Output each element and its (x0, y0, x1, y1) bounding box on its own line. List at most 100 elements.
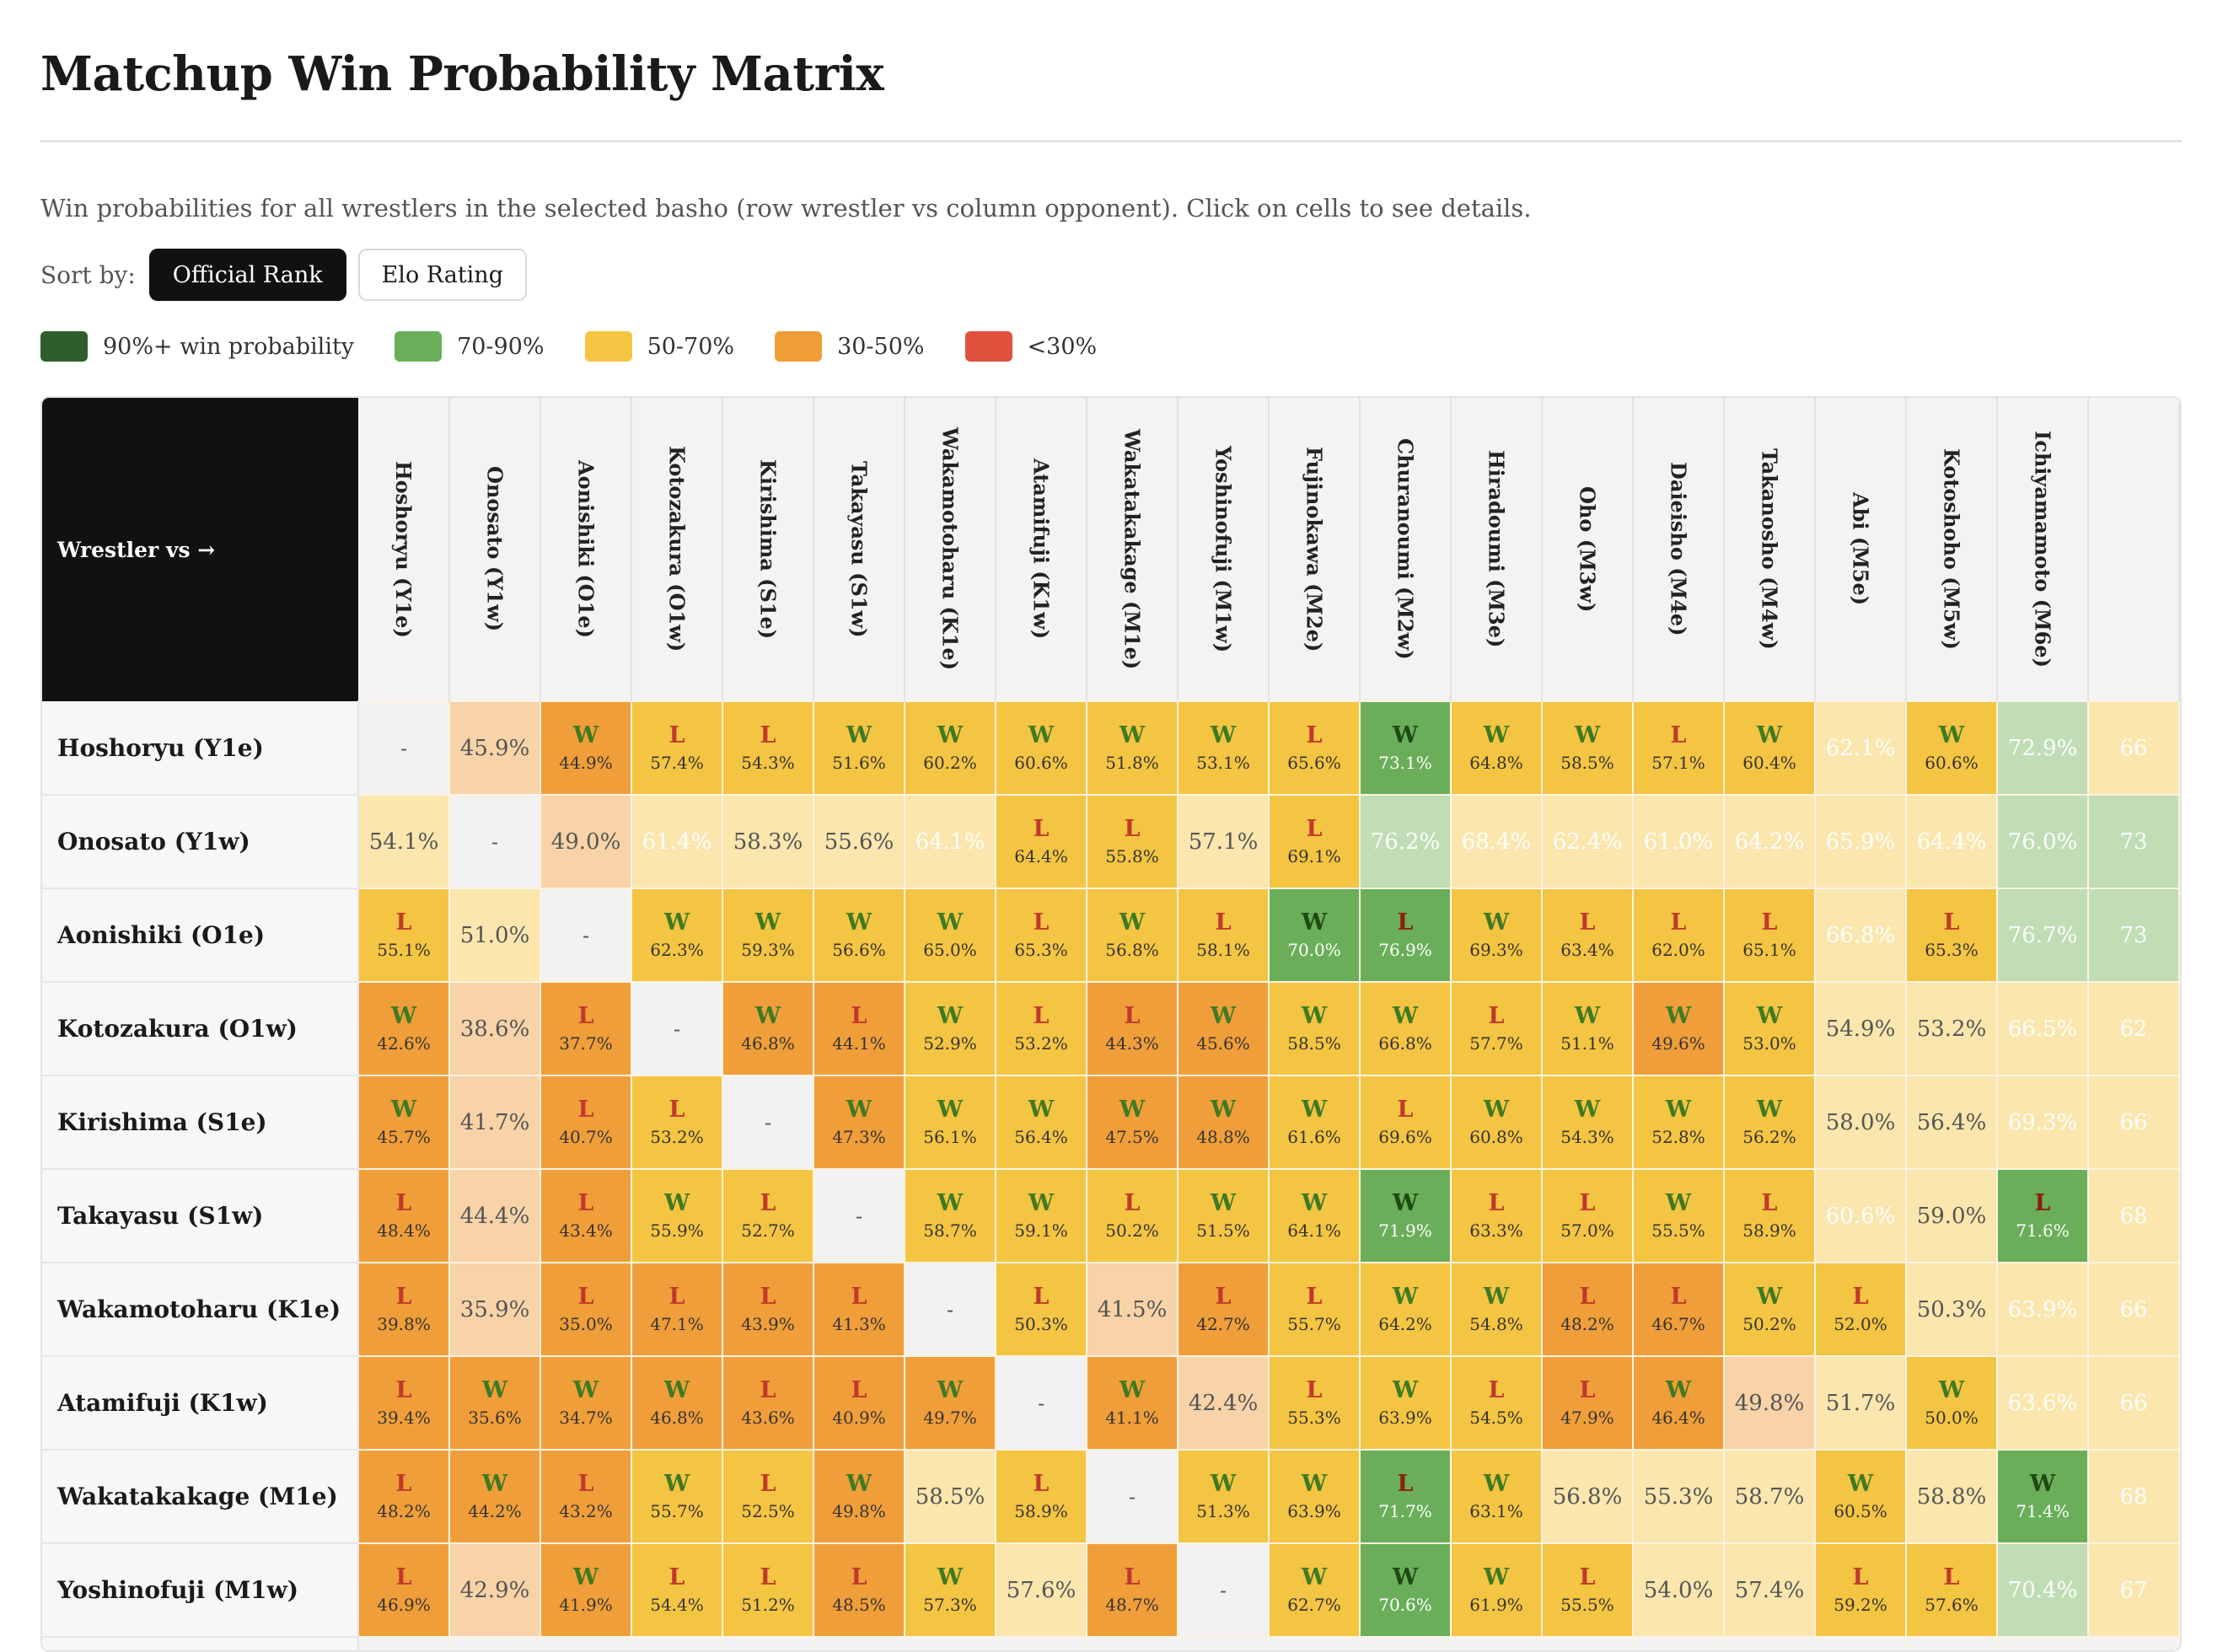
matchup-cell[interactable]: W 60.5% (1814, 1449, 1907, 1544)
matchup-cell[interactable]: L 47.9% (1541, 1355, 1634, 1451)
matchup-cell[interactable]: W 70.0% (1268, 888, 1361, 983)
matchup-cell[interactable]: 51.7% (1814, 1355, 1907, 1451)
matchup-cell[interactable]: L 57.6% (1905, 1542, 1998, 1638)
matchup-cell[interactable]: 68.4% (1450, 794, 1543, 889)
matchup-cell[interactable]: W 62.7% (1268, 1542, 1361, 1638)
matchup-cell[interactable]: L 43.4% (540, 1168, 632, 1263)
matchup-cell[interactable]: W 64.2% (1359, 1262, 1452, 1357)
matchup-cell[interactable]: 57.6% (995, 1542, 1087, 1638)
matchup-cell[interactable]: 68 (2087, 1449, 2180, 1544)
matchup-cell[interactable]: W 64.1% (1268, 1168, 1361, 1263)
matchup-cell[interactable]: W 58.5% (1541, 700, 1634, 796)
matchup-cell[interactable]: L 54.5% (1450, 1355, 1543, 1451)
matchup-cell[interactable]: W 51.8% (1086, 700, 1179, 796)
matchup-cell[interactable]: W 56.1% (904, 1075, 996, 1170)
matchup-cell[interactable]: W 50.0% (1905, 1355, 1998, 1451)
matchup-cell[interactable]: L 40.7% (540, 1075, 632, 1170)
matchup-cell[interactable]: 62.4% (1541, 794, 1634, 889)
matchup-cell[interactable]: L 46.7% (1632, 1262, 1725, 1357)
matchup-cell[interactable]: W 49.8% (813, 1449, 905, 1544)
matchup-cell[interactable]: L 57.7% (1450, 981, 1543, 1076)
matchup-cell[interactable]: 54.0% (1632, 1542, 1725, 1638)
matchup-cell[interactable]: L 63.4% (1541, 888, 1634, 983)
matchup-cell[interactable]: W 71.9% (1359, 1168, 1452, 1263)
matchup-cell[interactable]: 35.9% (448, 1262, 541, 1357)
matchup-cell[interactable]: 66 (2087, 1262, 2180, 1357)
matchup-cell[interactable]: L 43.2% (540, 1449, 632, 1544)
matchup-cell[interactable]: L 44.1% (813, 981, 905, 1076)
matchup-cell[interactable]: 62 (2087, 981, 2180, 1076)
matchup-cell[interactable]: W 70.6% (1359, 1542, 1452, 1638)
matchup-cell[interactable]: 76.7% (1996, 888, 2089, 983)
matchup-cell[interactable]: W 55.7% (631, 1449, 723, 1544)
matchup-cell[interactable]: L 59.2% (1814, 1542, 1907, 1638)
matchup-cell[interactable]: W 35.6% (448, 1355, 541, 1451)
matchup-cell[interactable]: 53.2% (1905, 981, 1998, 1076)
matchup-cell[interactable]: W 34.7% (540, 1355, 632, 1451)
matchup-cell[interactable]: W 63.1% (1450, 1449, 1543, 1544)
matchup-cell[interactable]: L 57.1% (1632, 700, 1725, 796)
matchup-cell[interactable]: L 54.4% (631, 1542, 723, 1638)
matchup-cell[interactable]: W 61.6% (1268, 1075, 1361, 1170)
matchup-cell[interactable]: W 56.6% (813, 888, 905, 983)
matchup-cell[interactable]: 61.0% (1632, 794, 1725, 889)
matchup-cell[interactable]: L 53.2% (631, 1075, 723, 1170)
matchup-cell[interactable]: L 65.6% (1268, 700, 1361, 796)
matchup-cell[interactable]: 58.7% (1723, 1449, 1816, 1544)
sort-official-rank-button[interactable]: Official Rank (148, 249, 346, 301)
matchup-cell[interactable]: 58.3% (722, 794, 814, 889)
matchup-cell[interactable]: L 48.2% (1541, 1262, 1634, 1357)
matchup-cell[interactable]: 66 (2087, 1355, 2180, 1451)
matchup-cell[interactable]: W 44.2% (448, 1449, 541, 1544)
matchup-cell[interactable]: 76.0% (1996, 794, 2089, 889)
matchup-cell[interactable]: W 45.6% (1177, 981, 1270, 1076)
matchup-cell[interactable]: L 54.3% (722, 700, 814, 796)
matchup-cell[interactable]: W 54.8% (1450, 1262, 1543, 1357)
matchup-cell[interactable]: W 59.1% (995, 1168, 1087, 1263)
matchup-cell[interactable]: 59.0% (1905, 1168, 1998, 1263)
matchup-cell[interactable]: W 54.3% (1541, 1075, 1634, 1170)
matchup-cell[interactable]: 65.9% (1814, 794, 1907, 889)
matchup-cell[interactable]: L 63.3% (1450, 1168, 1543, 1263)
matchup-cell[interactable]: W 51.6% (813, 700, 905, 796)
matchup-cell[interactable]: 61.4% (631, 794, 723, 889)
matchup-cell[interactable]: 58.0% (1814, 1075, 1907, 1170)
matchup-cell[interactable]: 41.5% (1086, 1262, 1179, 1357)
matchup-cell[interactable]: L 55.8% (1086, 794, 1179, 889)
matchup-cell[interactable]: L 69.6% (1359, 1075, 1452, 1170)
matchup-cell[interactable]: L 48.4% (357, 1168, 450, 1263)
matchup-cell[interactable]: 58.8% (1905, 1449, 1998, 1544)
matchup-cell[interactable]: L 48.7% (1086, 1542, 1179, 1638)
matchup-cell[interactable]: 42.9% (448, 1542, 541, 1638)
matchup-cell[interactable]: 51.0% (448, 888, 541, 983)
matchup-cell[interactable]: W 45.7% (357, 1075, 450, 1170)
matchup-cell[interactable]: W 50.2% (1723, 1262, 1816, 1357)
matchup-cell[interactable]: 42.4% (1177, 1355, 1270, 1451)
matchup-cell[interactable]: W 53.1% (1177, 700, 1270, 796)
matchup-cell[interactable]: 58.5% (904, 1449, 996, 1544)
matchup-cell[interactable]: L 58.9% (1723, 1168, 1816, 1263)
matchup-cell[interactable]: 68 (2087, 1168, 2180, 1263)
matchup-cell[interactable]: W 58.5% (1268, 981, 1361, 1076)
matchup-cell[interactable]: 54.9% (1814, 981, 1907, 1076)
matchup-cell[interactable]: 45.9% (448, 700, 541, 796)
matchup-cell[interactable]: 60.6% (1814, 1168, 1907, 1263)
matchup-cell[interactable]: L 71.7% (1359, 1449, 1452, 1544)
matchup-cell[interactable]: L 51.2% (722, 1542, 814, 1638)
matchup-cell[interactable]: L 52.7% (722, 1168, 814, 1263)
matchup-cell[interactable]: W 48.8% (1177, 1075, 1270, 1170)
matchup-cell[interactable]: L 52.5% (722, 1449, 814, 1544)
matchup-cell[interactable]: W 47.5% (1086, 1075, 1179, 1170)
matchup-cell[interactable]: 54.1% (357, 794, 450, 889)
matchup-cell[interactable]: 50.3% (1905, 1262, 1998, 1357)
matchup-cell[interactable]: W 47.3% (813, 1075, 905, 1170)
matchup-cell[interactable]: L 58.9% (995, 1449, 1087, 1544)
matchup-cell[interactable]: L 69.1% (1268, 794, 1361, 889)
matchup-cell[interactable]: W 60.4% (1723, 700, 1816, 796)
matchup-cell[interactable]: W 46.8% (631, 1355, 723, 1451)
matchup-cell[interactable]: W 49.7% (904, 1355, 996, 1451)
matchup-cell[interactable]: 73 (2087, 888, 2180, 983)
matchup-cell[interactable]: L 55.5% (1541, 1542, 1634, 1638)
matrix-scroll-container[interactable]: Wrestler vs → Hoshoryu (Y1e) Onosato (Y1w… (40, 396, 2182, 1652)
matchup-cell[interactable]: L 76.9% (1359, 888, 1452, 983)
